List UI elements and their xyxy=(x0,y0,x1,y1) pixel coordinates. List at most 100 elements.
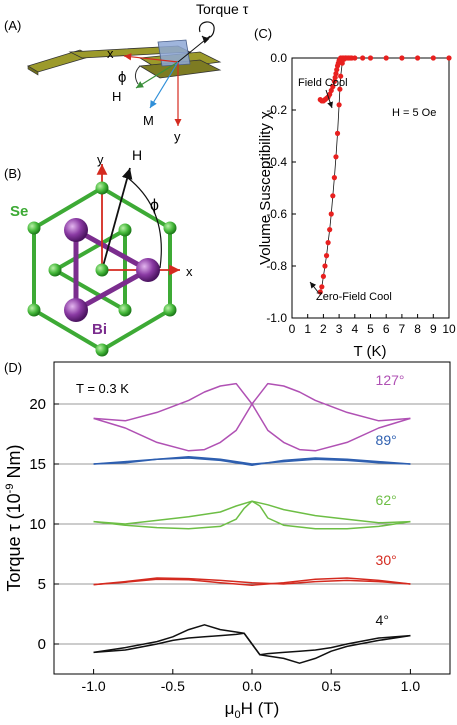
se-atom xyxy=(95,181,109,195)
c-data-point xyxy=(323,253,330,259)
d-title: T = 0.3 K xyxy=(76,381,129,396)
panel-a: (A) x y H M ϕ Torque τ xyxy=(4,1,249,144)
se-label: Se xyxy=(10,203,28,220)
x-axis-label: x xyxy=(107,46,114,61)
d-xtick-label: 0.5 xyxy=(321,678,341,694)
se-atom xyxy=(95,263,109,277)
c-data-point xyxy=(333,71,339,77)
c-xtick-label: 0 xyxy=(289,322,296,336)
d-series-label: 4° xyxy=(376,612,389,628)
bi-atom xyxy=(64,298,88,322)
phi-arc xyxy=(134,65,141,85)
c-data-point xyxy=(446,55,452,61)
bi-atoms xyxy=(64,218,160,322)
c-data-point xyxy=(337,86,343,92)
c-data-point xyxy=(360,55,366,61)
c-ytick-label: -0.4 xyxy=(266,155,287,169)
y-axis-label: y xyxy=(174,129,181,144)
c-data-point xyxy=(367,55,374,61)
lattice-h-arrow xyxy=(101,167,133,271)
c-data-point xyxy=(333,154,339,160)
d-series-line xyxy=(93,382,411,452)
torque-arrow xyxy=(198,21,215,44)
panel-c-label: (C) xyxy=(254,26,272,41)
se-atoms xyxy=(27,181,177,357)
d-xtick-label: 0.0 xyxy=(242,678,262,694)
c-data-point xyxy=(383,55,389,61)
c-xtick-label: 2 xyxy=(320,322,327,336)
panel-d-frame xyxy=(53,361,451,675)
panel-a-label: (A) xyxy=(4,18,21,33)
lattice-phi-label: ϕ xyxy=(150,197,159,214)
c-ytick-label: -1.0 xyxy=(266,311,287,325)
d-series-label: 62° xyxy=(376,492,397,508)
d-ytick-label: 10 xyxy=(29,516,46,533)
panel-b-label: (B) xyxy=(4,166,21,181)
c-xtick-label: 5 xyxy=(367,322,374,336)
c-ytick-label: -0.8 xyxy=(266,259,287,273)
bi-atom xyxy=(136,258,160,282)
se-atom xyxy=(163,221,177,235)
c-data-point xyxy=(334,130,341,136)
d-xlabel: μ0H (T) xyxy=(225,699,280,721)
c-data-point xyxy=(338,73,344,79)
sample-crystal xyxy=(157,39,191,67)
lattice-phi-arc xyxy=(127,177,162,269)
se-atom xyxy=(118,223,132,237)
d-ytick-label: 20 xyxy=(29,396,46,413)
c-annotation-field: H = 5 Oe xyxy=(392,107,436,119)
panel-d: (D) -1.0 -0.5 0.0 0.5 1.0 0 5 10 15 20 4° 30° 62° 89… xyxy=(4,360,451,721)
c-annotation-zfc: Zero-Field Cool xyxy=(316,291,392,303)
d-xtick-label: 1.0 xyxy=(401,678,421,694)
c-xtick-label: 10 xyxy=(442,322,456,336)
c-xtick-label: 7 xyxy=(399,322,406,336)
c-xtick-label: 6 xyxy=(383,322,390,336)
c-ylabel: Volume Susceptibility χ xyxy=(257,111,274,265)
panel-b: (B) y x H ϕ Se Bi xyxy=(4,147,193,357)
se-atom xyxy=(27,221,41,235)
d-series-line xyxy=(93,500,411,530)
c-data-point xyxy=(331,175,337,181)
c-data-point xyxy=(328,87,334,94)
d-series-line xyxy=(93,577,411,586)
c-data-point xyxy=(331,78,337,84)
c-data-point xyxy=(319,284,325,290)
bi-atom xyxy=(64,218,88,242)
c-data-point xyxy=(332,74,338,81)
panel-c: (C) 0 1 2 3 4 5 6 7 8 9 100.0-0.2-0.4-0.6-0.8-1.0 … xyxy=(254,26,456,360)
c-data-point xyxy=(334,67,340,73)
se-atom xyxy=(118,303,132,317)
d-ytick-label: 5 xyxy=(38,576,46,593)
d-series-line xyxy=(93,632,411,664)
c-data-point xyxy=(320,273,326,279)
c-xtick-label: 3 xyxy=(336,322,343,336)
c-data-point xyxy=(330,84,336,90)
phi-label: ϕ xyxy=(118,69,126,86)
c-xtick-label: 8 xyxy=(414,322,421,336)
d-series-line xyxy=(93,577,411,586)
lattice-y-label: y xyxy=(97,152,104,167)
panel-d-label: (D) xyxy=(4,360,22,375)
bi-label: Bi xyxy=(92,321,107,338)
c-data-point xyxy=(352,55,358,61)
c-fc-pointer xyxy=(325,89,333,109)
m-arrow xyxy=(149,61,179,109)
h-field-arrow xyxy=(135,61,179,89)
c-data-point xyxy=(327,227,333,233)
c-xtick-label: 1 xyxy=(304,322,311,336)
se-atom xyxy=(48,263,62,277)
c-data-point xyxy=(415,55,421,61)
c-ytick-label: 0.0 xyxy=(270,51,287,65)
c-data-point xyxy=(328,211,334,217)
m-label: M xyxy=(143,113,154,128)
c-xtick-label: 4 xyxy=(351,322,358,336)
x-axis-arrow xyxy=(123,53,179,63)
d-series-label: 89° xyxy=(376,432,397,448)
c-annotation-fc: Field Cool xyxy=(298,77,348,89)
c-zfc-pointer xyxy=(309,281,319,293)
d-ylabel: Torque τ (10-9 Nm) xyxy=(4,445,24,592)
lattice-x-label: x xyxy=(186,264,193,279)
c-xlabel: T (K) xyxy=(353,343,386,360)
d-ytick-label: 0 xyxy=(38,636,46,653)
